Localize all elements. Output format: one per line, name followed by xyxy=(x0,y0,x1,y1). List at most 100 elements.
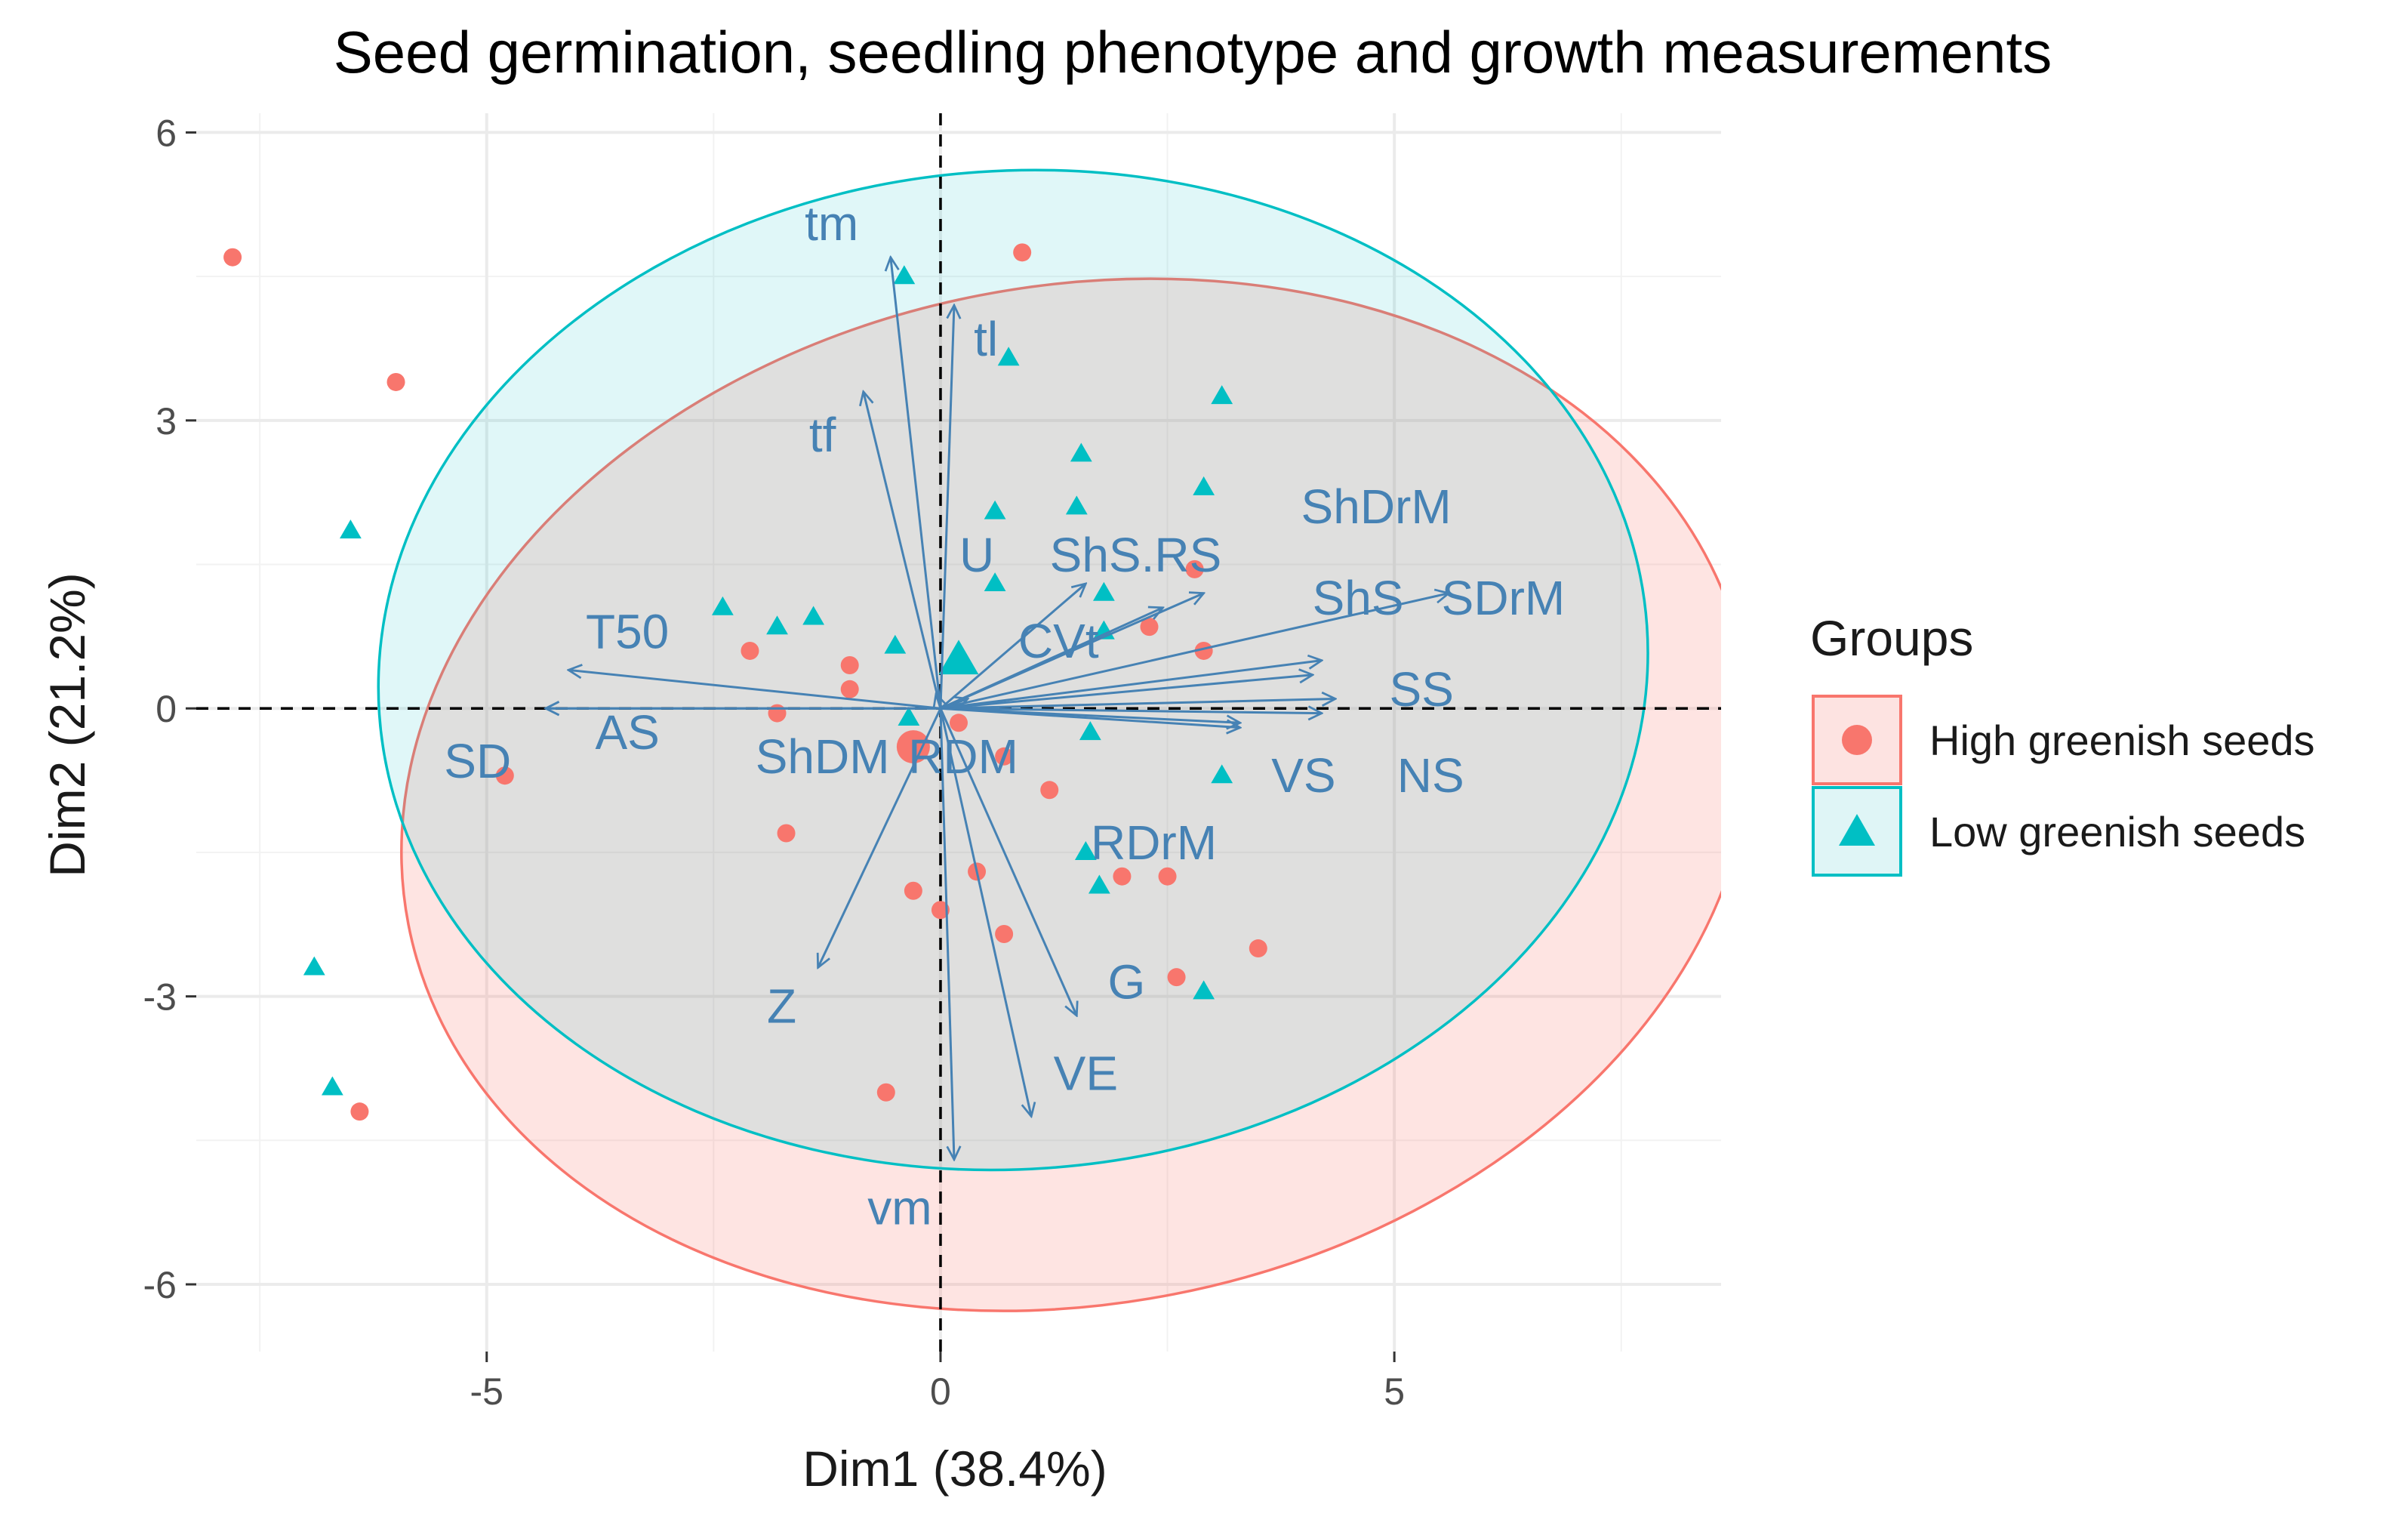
x-axis-title: Dim1 (38.4%) xyxy=(802,1441,1107,1497)
data-point-high xyxy=(1194,641,1213,660)
vector-arrow-cvt xyxy=(940,608,1163,710)
data-point-low xyxy=(984,572,1006,592)
vector-arrow-tf xyxy=(864,392,942,709)
data-point-low xyxy=(711,596,734,615)
vector-arrow-sdrm xyxy=(940,593,1449,710)
vector-arrow-shs xyxy=(940,675,1313,710)
vector-arrow-ns xyxy=(940,708,1322,713)
data-point-high xyxy=(1158,867,1177,886)
vector-label-rdrm: RDrM xyxy=(1091,815,1217,870)
vector-arrow-g xyxy=(939,707,1076,1016)
data-point-low xyxy=(340,519,362,539)
data-point-high xyxy=(904,881,922,900)
data-point-high xyxy=(495,766,514,785)
legend-title: Groups xyxy=(1810,610,1973,666)
legend-item-low-greenish: Low greenish seeds xyxy=(1812,786,2305,877)
vector-label-ve: VE xyxy=(1054,1046,1118,1100)
data-point-high xyxy=(1249,939,1267,958)
data-point-high xyxy=(1113,867,1132,886)
vector-label-ns: NS xyxy=(1397,748,1464,803)
data-point-low xyxy=(1211,385,1233,405)
data-point-low xyxy=(984,500,1006,519)
data-point-high xyxy=(840,680,859,698)
vector-label-cvt: CVt xyxy=(1018,614,1099,668)
vector-label-g: G xyxy=(1108,955,1146,1010)
vector-label-sdrm: SDrM xyxy=(1442,571,1566,625)
x-tick-label: -5 xyxy=(470,1370,503,1413)
data-point-high xyxy=(386,372,405,391)
vector-label-shs: ShS xyxy=(1313,571,1404,625)
data-point-low xyxy=(1211,764,1233,784)
y-tick-label: 6 xyxy=(156,112,177,154)
vector-label-tl: tl xyxy=(974,312,998,366)
vector-label-ss: SS xyxy=(1390,662,1454,717)
vector-arrow-u xyxy=(939,584,1085,710)
data-point-low xyxy=(1070,442,1092,462)
vector-label-shs.rs: ShS.RS xyxy=(1050,528,1222,582)
confidence-ellipses xyxy=(377,168,1721,1312)
vector-arrow-vm xyxy=(939,708,954,1160)
circle-marker-icon xyxy=(1842,725,1872,755)
data-point-high xyxy=(840,656,859,675)
centroid-high xyxy=(896,730,930,764)
data-point-low xyxy=(1065,495,1088,515)
vector-label-u: U xyxy=(959,528,994,582)
vector-label-as: AS xyxy=(595,705,659,760)
data-point-low xyxy=(321,1076,343,1096)
vector-arrow-shdrm xyxy=(940,661,1322,710)
vector-label-vm: vm xyxy=(867,1180,931,1235)
data-point-high xyxy=(950,714,968,732)
legend: Groups High greenish seeds Low greenish … xyxy=(1810,610,2315,877)
y-axis-title: Dim2 (21.2%) xyxy=(39,572,95,877)
data-point-high xyxy=(1140,618,1159,637)
variable-vectors: tm tl tf U ShS.RS CVt ShDrM ShS SDrM SS NS VS RDrM RD… xyxy=(444,196,1565,1235)
vector-label-z: Z xyxy=(767,979,796,1033)
y-tick-label: -3 xyxy=(143,976,177,1019)
vector-arrow-z xyxy=(818,707,942,967)
data-point-low xyxy=(1193,476,1215,495)
vector-arrow-tm xyxy=(891,257,942,709)
data-point-high xyxy=(223,248,242,267)
chart-title: Seed germination, seedling phenotype and… xyxy=(334,19,2052,85)
data-point-high xyxy=(1040,781,1059,800)
data-point-low xyxy=(1193,980,1215,1000)
vector-arrow-shdm xyxy=(936,694,941,708)
data-point-high xyxy=(995,747,1014,766)
vector-label-shdrm: ShDrM xyxy=(1301,479,1452,534)
vector-label-rdm: RDM xyxy=(908,729,1018,784)
data-point-high xyxy=(876,1083,895,1102)
data-point-low xyxy=(1074,841,1097,860)
legend-label-high: High greenish seeds xyxy=(1929,717,2315,764)
data-point-low xyxy=(303,956,325,976)
legend-label-low: Low greenish seeds xyxy=(1929,808,2305,855)
data-point-low xyxy=(898,707,920,726)
data-point-high xyxy=(931,901,950,920)
individual-points xyxy=(223,243,1267,1121)
vector-arrow-ss xyxy=(940,699,1335,710)
data-point-high xyxy=(741,641,759,660)
y-tick-label: 0 xyxy=(156,688,177,730)
vector-arrow-ve xyxy=(939,707,1031,1116)
vector-label-sd: SD xyxy=(444,734,511,788)
y-tick-label: 3 xyxy=(156,400,177,442)
legend-item-high-greenish: High greenish seeds xyxy=(1812,695,2315,785)
data-point-low xyxy=(766,615,788,635)
data-point-low xyxy=(1079,721,1101,741)
confidence-ellipse-low xyxy=(377,168,1649,1172)
data-point-high xyxy=(768,704,787,723)
vector-label-tm: tm xyxy=(805,196,858,251)
data-point-low xyxy=(997,347,1020,366)
x-tick-label: 0 xyxy=(930,1370,951,1413)
data-point-high xyxy=(777,824,796,843)
data-point-high xyxy=(1167,968,1186,987)
data-point-high xyxy=(350,1102,369,1121)
data-point-high xyxy=(995,924,1014,943)
data-point-low xyxy=(1088,874,1110,894)
vector-label-tf: tf xyxy=(809,408,836,462)
data-point-low xyxy=(893,265,916,285)
vector-label-t50: T50 xyxy=(586,605,669,659)
vector-arrow-tl xyxy=(939,305,954,709)
y-tick-label: -6 xyxy=(143,1264,177,1306)
